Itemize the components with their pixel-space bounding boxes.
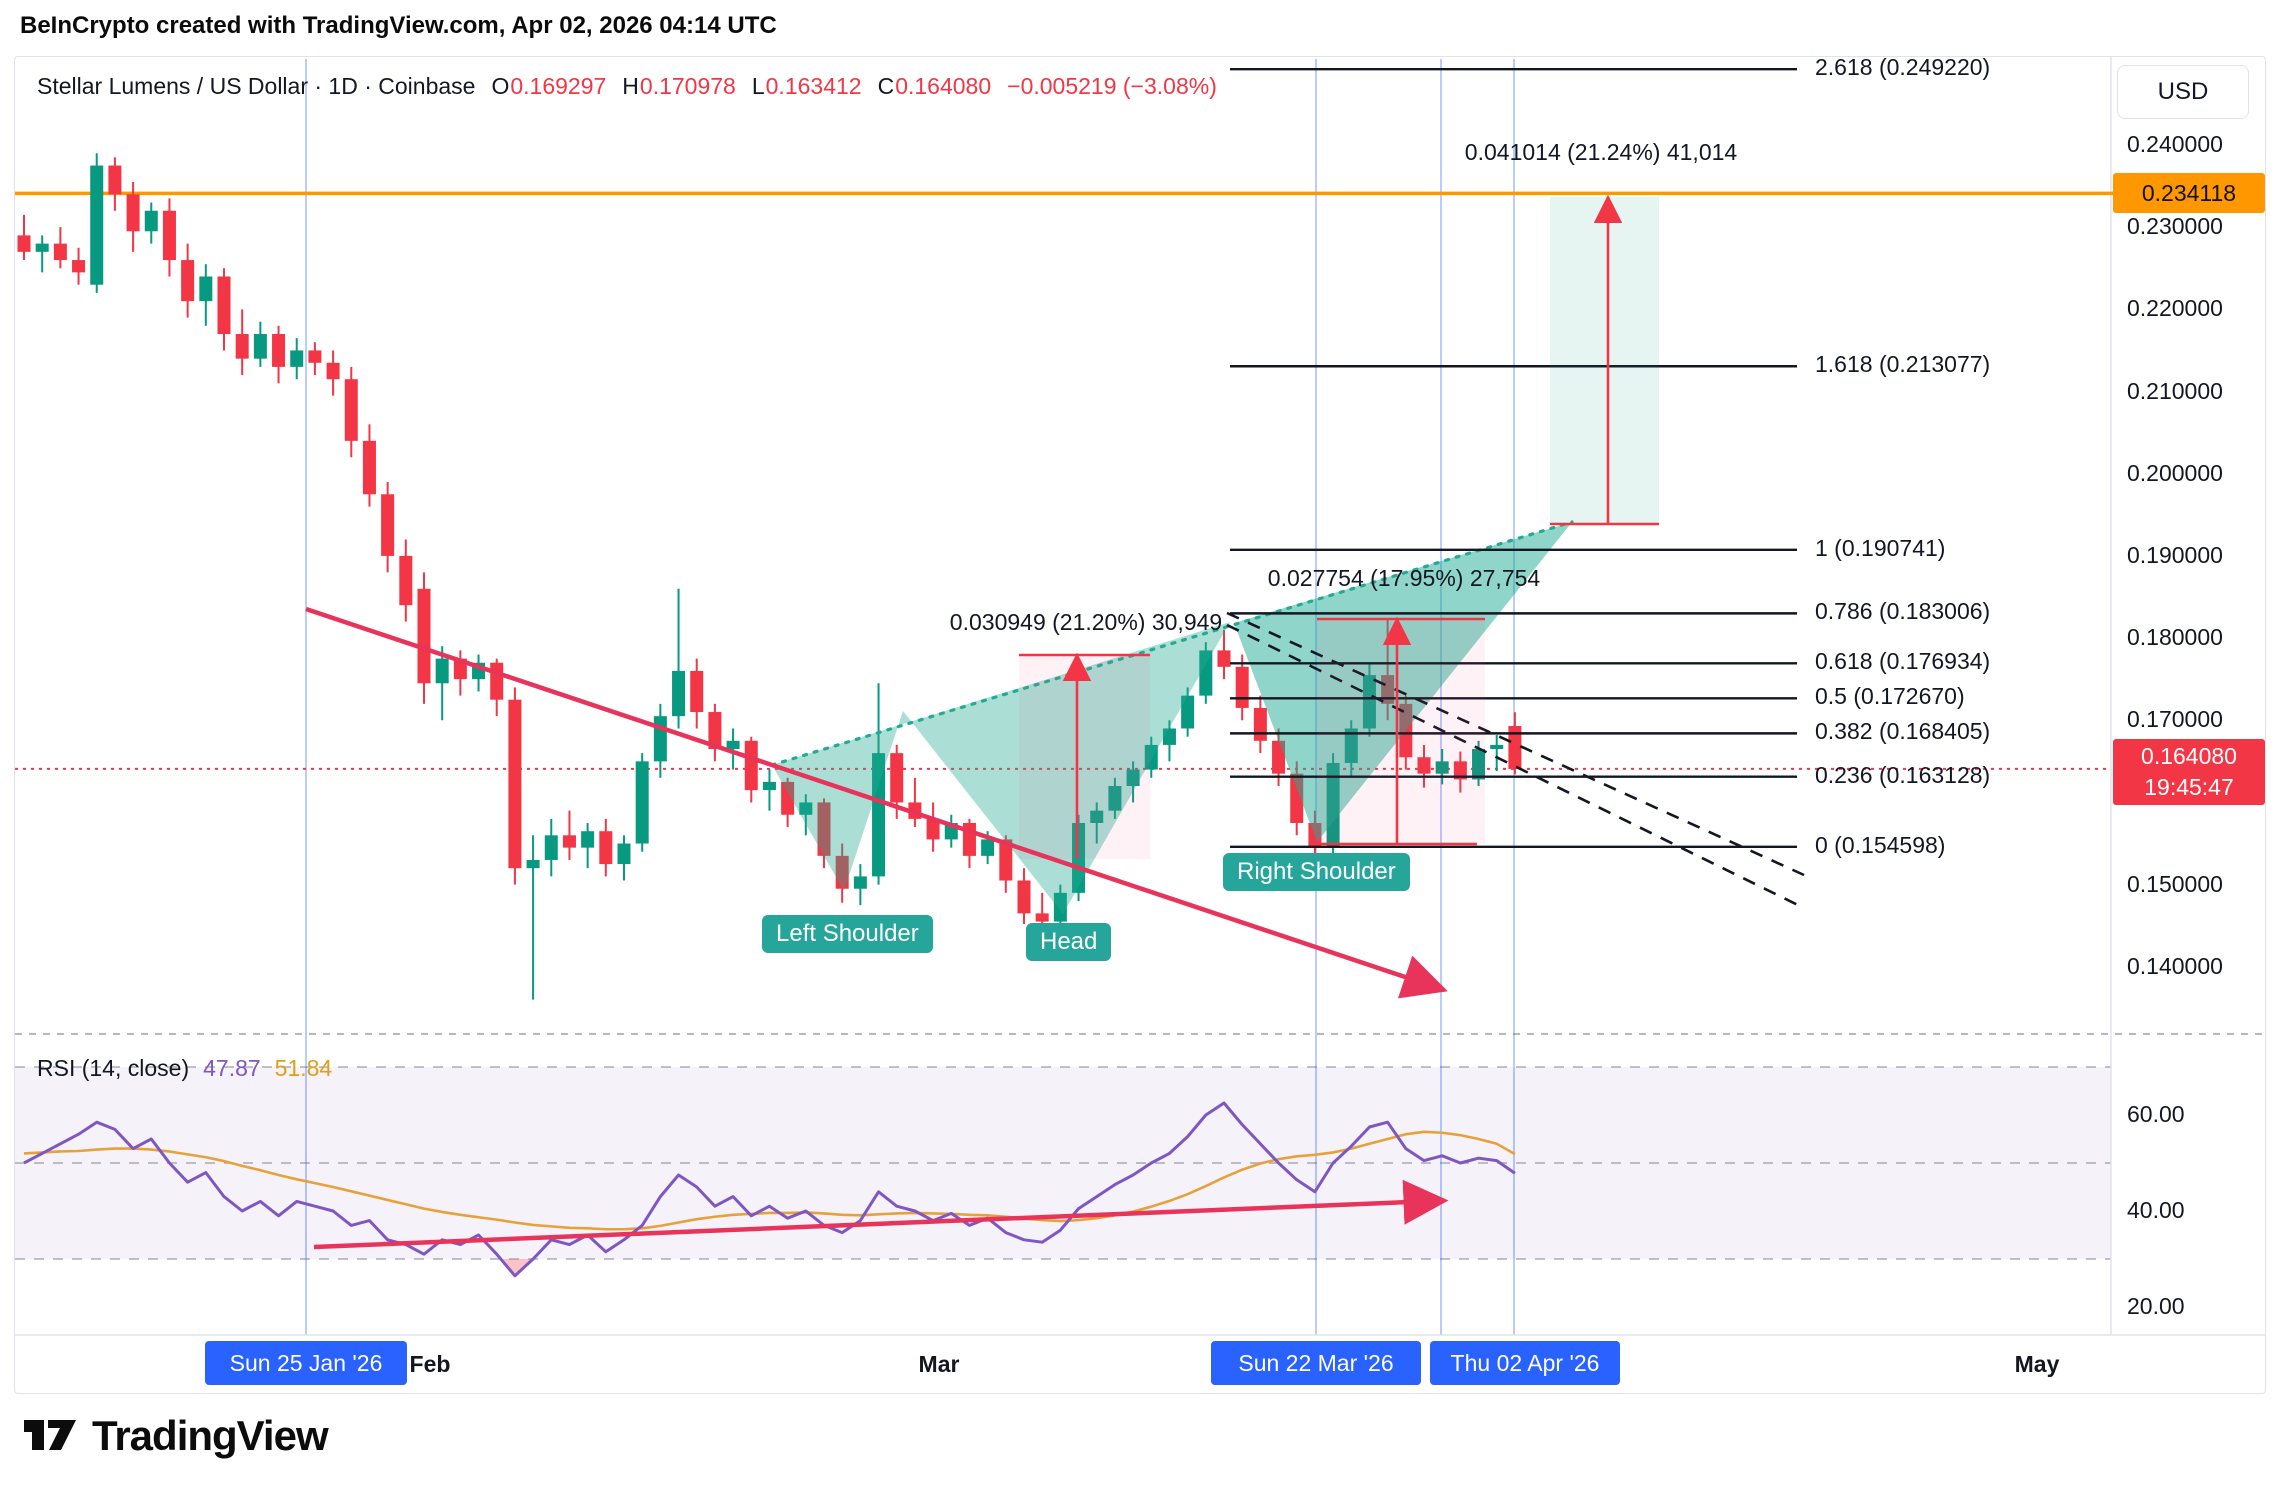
price-axis-label: 0.220000 xyxy=(2127,295,2223,322)
head-measure-text: 0.030949 (21.20%) 30,949 xyxy=(949,609,1223,635)
date-chip-apr02: Thu 02 Apr '26 xyxy=(1430,1341,1620,1385)
tradingview-brand-text: TradingView xyxy=(92,1412,329,1459)
fib-level-label: 1.618 (0.213077) xyxy=(1815,351,1991,378)
month-label-feb: Feb xyxy=(409,1351,451,1377)
last-price-value: 0.164080 xyxy=(2141,743,2237,769)
price-axis-label: 0.150000 xyxy=(2127,870,2223,897)
fib-level-label: 0.5 (0.172670) xyxy=(1815,683,1965,710)
rsi-axis-label: 60.00 xyxy=(2127,1101,2185,1127)
rsi-axis-label: 20.00 xyxy=(2127,1293,2185,1319)
symbol-legend: Stellar Lumens / US Dollar · 1D · Coinba… xyxy=(37,73,1217,100)
fib-level-label: 0.786 (0.183006) xyxy=(1815,598,1991,625)
price-axis-label: 0.180000 xyxy=(2127,624,2223,651)
date-chip-mar22: Sun 22 Mar '26 xyxy=(1211,1341,1421,1385)
rsi-ma-value: 51.84 xyxy=(274,1055,333,1081)
date-chip-jan25: Sun 25 Jan '26 xyxy=(205,1341,407,1385)
left-shoulder-label[interactable]: Left Shoulder xyxy=(762,915,933,953)
price-axis-label: 0.190000 xyxy=(2127,541,2223,568)
tradingview-logo-icon xyxy=(24,1420,76,1450)
last-price-tag: 0.164080 19:45:47 xyxy=(2113,739,2265,805)
price-chart-canvas[interactable] xyxy=(15,57,2265,1393)
price-axis-label: 0.230000 xyxy=(2127,213,2223,240)
shoulder-measure-text: 0.027754 (17.95%) 27,754 xyxy=(1267,565,1541,591)
fib-level-label: 0.382 (0.168405) xyxy=(1815,718,1991,745)
price-axis-label: 0.200000 xyxy=(2127,459,2223,486)
fib-level-label: 0.618 (0.176934) xyxy=(1815,648,1991,675)
ohlc-high: H 0.170978 xyxy=(622,73,736,99)
rsi-axis-label: 40.00 xyxy=(2127,1197,2185,1223)
fib-level-label: 0.236 (0.163128) xyxy=(1815,761,1991,788)
price-axis-label: 0.140000 xyxy=(2127,952,2223,979)
currency-toggle-button[interactable]: USD xyxy=(2117,65,2249,119)
month-label-may: May xyxy=(2014,1351,2060,1377)
rsi-name: RSI (14, close) xyxy=(37,1055,190,1081)
price-axis-label: 0.170000 xyxy=(2127,706,2223,733)
symbol-title: Stellar Lumens / US Dollar · 1D · Coinba… xyxy=(37,73,476,99)
ohlc-close: C 0.164080 xyxy=(877,73,992,99)
month-label-mar: Mar xyxy=(918,1351,960,1377)
ohlc-open: O 0.169297 xyxy=(491,73,607,99)
head-label[interactable]: Head xyxy=(1026,923,1112,961)
price-axis-label: 0.210000 xyxy=(2127,377,2223,404)
right-shoulder-label[interactable]: Right Shoulder xyxy=(1223,853,1410,891)
price-axis-label: 0.240000 xyxy=(2127,131,2223,157)
projection-measure-text: 0.041014 (21.24%) 41,014 xyxy=(1464,139,1738,165)
ohlc-low: L 0.163412 xyxy=(751,73,862,99)
rsi-value: 47.87 xyxy=(203,1055,261,1081)
bar-countdown: 19:45:47 xyxy=(2144,774,2234,800)
fib-level-label: 1 (0.190741) xyxy=(1815,534,1946,561)
tradingview-footer[interactable]: TradingView xyxy=(22,1412,329,1460)
fib-level-label: 0 (0.154598) xyxy=(1815,831,1946,858)
chart-widget: Stellar Lumens / US Dollar · 1D · Coinba… xyxy=(14,56,2266,1394)
alert-price-tag[interactable]: 0.234118 xyxy=(2113,173,2265,213)
change-readout: −0.005219 (−3.08%) xyxy=(1007,73,1217,99)
fib-level-label: 2.618 (0.249220) xyxy=(1815,56,1991,81)
attribution-bar: BeInCrypto created with TradingView.com,… xyxy=(20,12,777,39)
rsi-legend: RSI (14, close) 47.87 51.84 xyxy=(37,1055,332,1082)
